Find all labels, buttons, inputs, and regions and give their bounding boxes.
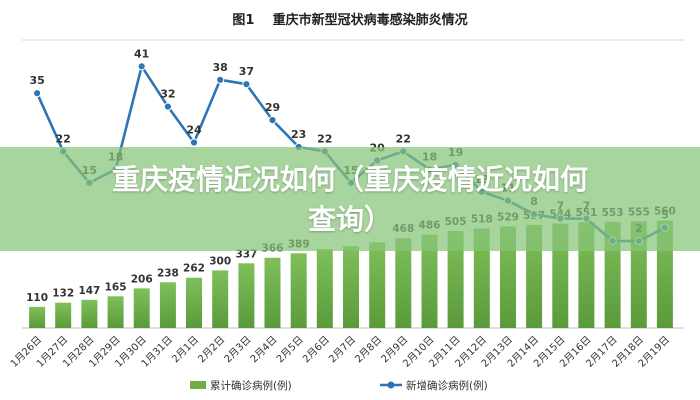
bar-cumulative [186,277,202,328]
overlay-headline-line1: 重庆疫情近况如何（重庆疫情近况如何 [111,163,588,196]
overlay-headline: 重庆疫情近况如何（重庆疫情近况如何 查询） [0,160,700,240]
x-tick-label: 2月7日 [326,334,358,366]
bar-cumulative [395,238,412,328]
x-tick-label: 2月5日 [274,334,306,366]
bar-value-label: 110 [26,292,48,304]
legend-label-new: 新增确诊病例(例) [406,379,488,392]
bar-cumulative [264,257,281,328]
x-tick-label: 2月6日 [300,334,332,366]
bar-cumulative [421,234,438,328]
bar-cumulative [473,228,490,328]
x-tick-label: 2月8日 [353,334,385,366]
bar-cumulative [447,231,464,328]
overlay-banner [0,147,700,251]
x-tick-label: 2月4日 [248,334,280,366]
bar-cumulative [159,282,176,328]
bar-cumulative [369,242,386,328]
x-tick-label: 2月2日 [196,334,228,366]
line-value-label: 23 [291,128,306,141]
line-value-label: 37 [239,65,254,78]
line-value-label: 35 [29,74,44,87]
legend-marker-new [387,381,395,389]
bar-value-label: 165 [105,281,127,293]
line-value-label: 24 [186,124,202,137]
bar-cumulative [81,299,98,328]
line-value-label: 38 [213,61,228,74]
bar-value-label: 238 [157,267,179,279]
legend-label-cumulative: 累计确诊病例(例) [210,379,292,392]
line-point [189,138,199,147]
line-value-label: 32 [160,88,175,101]
bar-value-label: 132 [52,288,74,300]
x-tick-label: 2月3日 [222,334,254,366]
line-value-label: 29 [265,101,280,114]
legend: 累计确诊病例(例) 新增确诊病例(例) [190,379,488,392]
bar-cumulative [29,306,46,328]
line-point [268,116,277,125]
chart-title: 图1 重庆市新型冠状病毒感染肺炎情况 [232,12,467,28]
bar-cumulative [55,302,72,328]
bar-value-label: 206 [131,273,153,285]
bar-cumulative [290,253,307,328]
x-tick-labels: 1月26日1月27日1月28日1月29日1月30日1月31日2月1日2月2日2月… [8,334,672,370]
legend-swatch-cumulative [190,381,206,389]
bar-cumulative [316,249,333,328]
bar-cumulative [212,270,229,328]
x-tick-label: 2月1日 [169,334,201,366]
line-point [163,102,172,111]
line-value-label: 41 [134,47,149,60]
bar-value-label: 300 [209,255,231,267]
line-point [216,75,225,84]
line-point [137,62,146,71]
bar-cumulative [343,246,359,328]
bar-value-label: 262 [183,263,205,275]
line-point [242,80,251,89]
line-point [33,89,42,98]
bar-value-label: 147 [78,285,100,297]
overlay-headline-line2: 查询） [307,203,392,236]
line-value-label: 22 [317,132,332,145]
bar-cumulative [133,288,150,328]
bar-cumulative [238,263,255,328]
bar-cumulative [500,226,516,328]
line-value-label: 22 [56,132,71,145]
line-value-label: 22 [396,132,411,145]
bar-cumulative [107,296,124,328]
bar-value-label: 337 [235,248,257,260]
